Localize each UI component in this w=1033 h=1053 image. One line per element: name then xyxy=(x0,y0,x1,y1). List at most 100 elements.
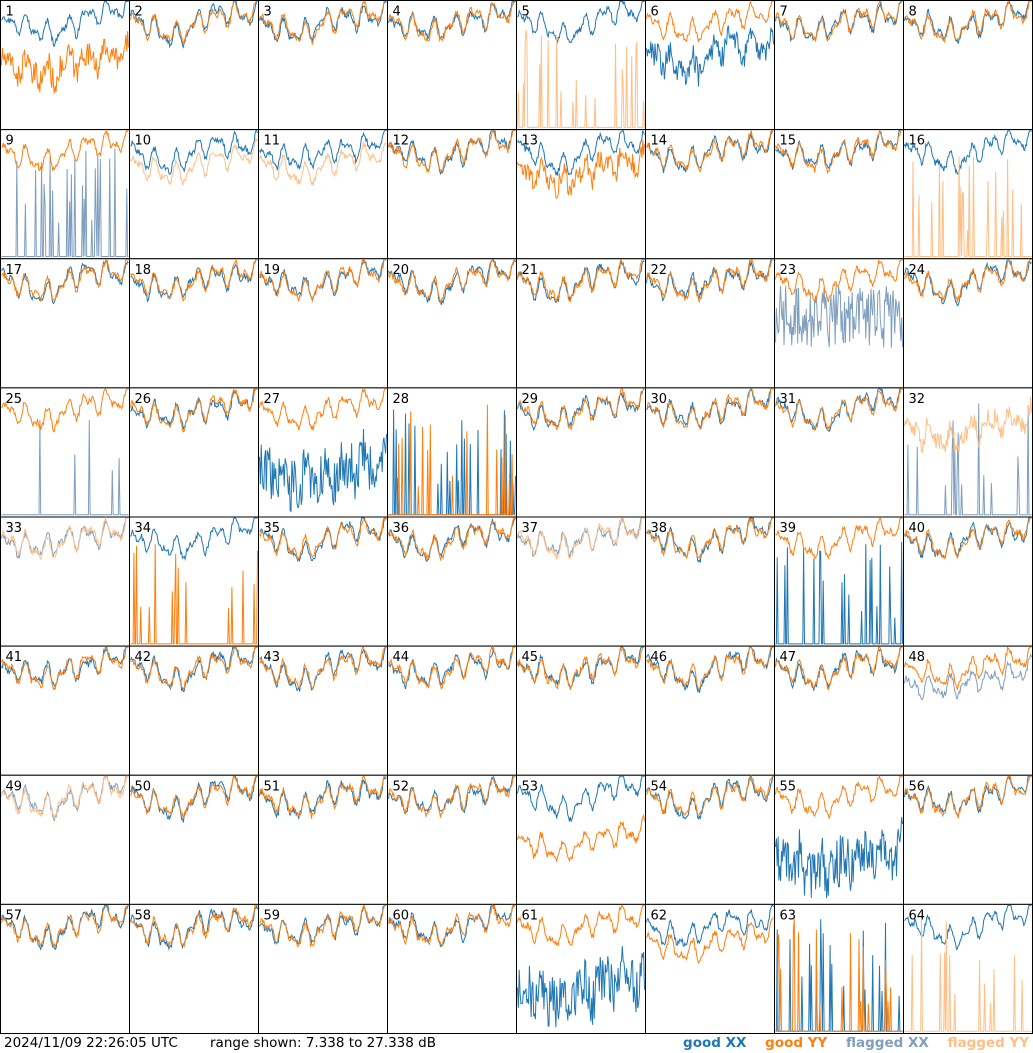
range-text: range shown: 7.338 to 27.338 dB xyxy=(210,1035,436,1051)
panel-8: 8 xyxy=(903,0,1033,131)
panel-45: 45 xyxy=(516,645,646,776)
panel-frame xyxy=(258,903,388,1034)
panel-61: 61 xyxy=(516,903,646,1034)
panel-10: 10 xyxy=(129,129,259,260)
panel-number: 16 xyxy=(909,134,926,149)
panel-number: 45 xyxy=(522,650,539,665)
panel-number: 5 xyxy=(522,5,530,20)
series-yy-line xyxy=(517,258,645,304)
series-yy-line xyxy=(388,517,516,562)
panel-14: 14 xyxy=(645,129,775,260)
panel-42: 42 xyxy=(129,645,259,776)
series-yy-line xyxy=(517,904,645,947)
panel-17: 17 xyxy=(0,258,130,389)
panel-63: 63 xyxy=(774,903,904,1034)
panel-number: 3 xyxy=(264,5,272,20)
panel-frame xyxy=(516,645,646,776)
panel-number: 12 xyxy=(393,134,410,149)
series-xx-line xyxy=(517,0,645,44)
panel-frame xyxy=(903,0,1033,131)
panel-frame xyxy=(645,774,775,905)
panel-number: 51 xyxy=(264,779,281,794)
panel-4: 4 xyxy=(387,0,517,131)
series-yy-line xyxy=(130,257,258,302)
series-yy-line xyxy=(646,646,774,690)
panel-frame xyxy=(0,0,130,131)
panel-frame xyxy=(0,645,130,776)
panel-frame xyxy=(258,774,388,905)
panel-frame xyxy=(903,387,1033,518)
series-xx-line xyxy=(646,25,774,87)
panel-58: 58 xyxy=(129,903,259,1034)
panel-46: 46 xyxy=(645,645,775,776)
panel-49: 49 xyxy=(0,774,130,905)
series-yy-line xyxy=(904,156,1032,257)
panel-36: 36 xyxy=(387,516,517,647)
panel-frame xyxy=(903,774,1033,905)
panel-15: 15 xyxy=(774,129,904,260)
panel-frame xyxy=(645,387,775,518)
panel-21: 21 xyxy=(516,258,646,389)
panel-number: 20 xyxy=(393,263,410,278)
series-yy-line xyxy=(130,387,258,433)
series-yy-line xyxy=(646,388,774,431)
series-yy-line xyxy=(646,774,774,817)
legend-flagged-yy: flagged YY xyxy=(947,1035,1029,1051)
series-xx-line xyxy=(646,904,774,948)
series-yy-line xyxy=(259,516,387,560)
timestamp: 2024/11/09 22:26:05 UTC xyxy=(4,1035,178,1051)
panel-frame xyxy=(387,903,517,1034)
panel-number: 43 xyxy=(264,650,281,665)
panel-number: 58 xyxy=(135,908,152,923)
series-yy-line xyxy=(646,517,774,560)
panel-frame xyxy=(258,258,388,389)
panel-number: 59 xyxy=(264,908,281,923)
series-yy-line xyxy=(259,904,387,948)
panel-number: 15 xyxy=(780,134,797,149)
series-yy-line xyxy=(775,0,903,42)
panel-11: 11 xyxy=(258,129,388,260)
legend-good-yy: good YY xyxy=(765,1035,828,1051)
series-yy-line xyxy=(388,259,516,304)
panel-frame xyxy=(516,774,646,905)
panel-number: 26 xyxy=(135,392,152,407)
panel-number: 63 xyxy=(780,908,797,923)
panel-1: 1 xyxy=(0,0,130,131)
panel-frame xyxy=(0,387,130,518)
panel-number: 61 xyxy=(522,908,539,923)
panel-24: 24 xyxy=(903,258,1033,389)
panel-22: 22 xyxy=(645,257,775,389)
panel-52: 52 xyxy=(387,774,517,905)
footer: 2024/11/09 22:26:05 UTC range shown: 7.3… xyxy=(0,1034,1033,1053)
series-yy-line xyxy=(904,517,1032,560)
panel-number: 41 xyxy=(6,650,23,665)
panel-number: 34 xyxy=(135,521,152,536)
panel-64: 64 xyxy=(903,903,1033,1034)
panel-frame xyxy=(516,129,646,260)
panel-62: 62 xyxy=(645,903,775,1034)
panel-32: 32 xyxy=(903,387,1033,518)
panel-number: 40 xyxy=(909,521,926,536)
panel-number: 29 xyxy=(522,392,539,407)
panel-2: 2 xyxy=(129,0,259,131)
panel-frame xyxy=(258,0,388,131)
series-yy-line xyxy=(388,903,516,947)
series-yy-line xyxy=(1,128,129,172)
series-xx-line xyxy=(775,285,903,348)
series-yy-line xyxy=(517,29,645,128)
series-yy-line xyxy=(517,646,645,691)
series-yy-line xyxy=(259,0,387,45)
panel-33: 33 xyxy=(0,516,130,647)
series-yy-line xyxy=(1,258,129,302)
panel-51: 51 xyxy=(258,774,388,905)
series-yy-line xyxy=(646,0,774,43)
panel-number: 4 xyxy=(393,5,401,20)
panel-26: 26 xyxy=(129,387,259,518)
panel-39: 39 xyxy=(774,516,904,647)
panel-number: 55 xyxy=(780,779,797,794)
series-yy-line xyxy=(775,388,903,432)
panel-number: 19 xyxy=(264,263,281,278)
panel-number: 33 xyxy=(6,521,23,536)
panel-frame xyxy=(903,903,1033,1034)
series-yy-line xyxy=(1,31,129,94)
